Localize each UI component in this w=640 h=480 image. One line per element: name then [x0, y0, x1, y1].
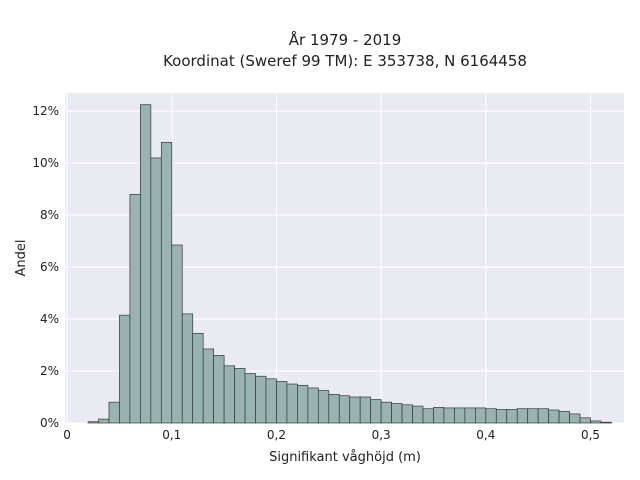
- chart-title-line2: Koordinat (Sweref 99 TM): E 353738, N 61…: [163, 52, 527, 70]
- histogram-bar: [569, 413, 581, 424]
- x-tick-label: 0,1: [162, 428, 181, 442]
- histogram-bar: [433, 407, 445, 424]
- x-tick-label: 0,4: [476, 428, 495, 442]
- histogram-bar: [297, 384, 309, 424]
- histogram-bar: [234, 368, 246, 424]
- histogram-bar: [516, 408, 529, 424]
- histogram-bar: [548, 409, 560, 424]
- histogram-bar: [380, 401, 392, 424]
- histogram-bar: [412, 405, 424, 424]
- histogram-bar: [160, 142, 173, 424]
- histogram-bar: [255, 375, 267, 424]
- histogram-bar: [286, 383, 298, 424]
- histogram-bar: [317, 390, 330, 424]
- histogram-bar: [171, 244, 183, 424]
- histogram-bar: [558, 410, 570, 424]
- histogram-bar: [464, 407, 476, 424]
- histogram-bar: [276, 381, 288, 424]
- histogram-bar: [349, 396, 361, 424]
- histogram-bar: [359, 396, 372, 424]
- y-tick-label: 0%: [40, 416, 59, 430]
- histogram-bar: [590, 420, 602, 424]
- histogram-bar: [579, 417, 591, 424]
- histogram-bar: [537, 408, 549, 424]
- y-axis-label: Andel: [14, 240, 29, 277]
- x-axis-label: Signifikant våghöjd (m): [269, 450, 421, 465]
- histogram-bar: [443, 407, 455, 424]
- histogram-bar: [202, 348, 214, 424]
- y-tick-label: 12%: [32, 104, 59, 118]
- y-tick-label: 8%: [40, 208, 59, 222]
- x-tick-label: 0,5: [581, 428, 600, 442]
- histogram-bar: [129, 193, 141, 424]
- histogram-bar: [328, 394, 340, 424]
- y-tick-label: 6%: [40, 260, 59, 274]
- y-tick-labels: 0% 2% 4% 6% 8% 10% 12%: [32, 104, 59, 430]
- histogram-bar: [87, 421, 99, 424]
- y-tick-label: 4%: [40, 312, 59, 326]
- histogram-bar: [265, 378, 277, 424]
- histogram-bar: [223, 365, 235, 424]
- histogram-bar: [370, 399, 382, 424]
- y-tick-label: 10%: [32, 156, 59, 170]
- histogram-bar: [119, 314, 131, 424]
- x-tick-label: 0,2: [267, 428, 286, 442]
- histogram-bar: [475, 407, 487, 424]
- x-tick-label: 0,3: [372, 428, 391, 442]
- histogram-bar: [506, 409, 518, 424]
- histogram-bar: [192, 333, 204, 424]
- chart-title-line1: År 1979 - 2019: [289, 30, 402, 49]
- x-tick-label: 0: [63, 428, 71, 442]
- histogram-bar: [98, 418, 110, 424]
- histogram-bar: [140, 104, 152, 424]
- histogram-bar: [422, 408, 434, 424]
- x-tick-labels: 0 0,1 0,2 0,3 0,4 0,5: [63, 428, 600, 442]
- histogram-bar: [600, 421, 612, 424]
- histogram-bar: [307, 387, 319, 424]
- histogram-bar: [181, 313, 194, 424]
- histogram-bar: [338, 395, 351, 424]
- histogram-bar: [401, 404, 413, 424]
- histogram-bars: [87, 104, 612, 424]
- histogram-bar: [244, 373, 256, 424]
- histogram-bar: [485, 408, 497, 424]
- histogram-bar: [495, 409, 508, 424]
- histogram-bar: [454, 407, 466, 424]
- histogram-bar: [527, 408, 539, 424]
- histogram-bar: [391, 403, 403, 424]
- histogram-bar: [108, 401, 120, 424]
- histogram-bar: [150, 157, 162, 424]
- histogram-bar: [213, 355, 225, 424]
- y-tick-label: 2%: [40, 364, 59, 378]
